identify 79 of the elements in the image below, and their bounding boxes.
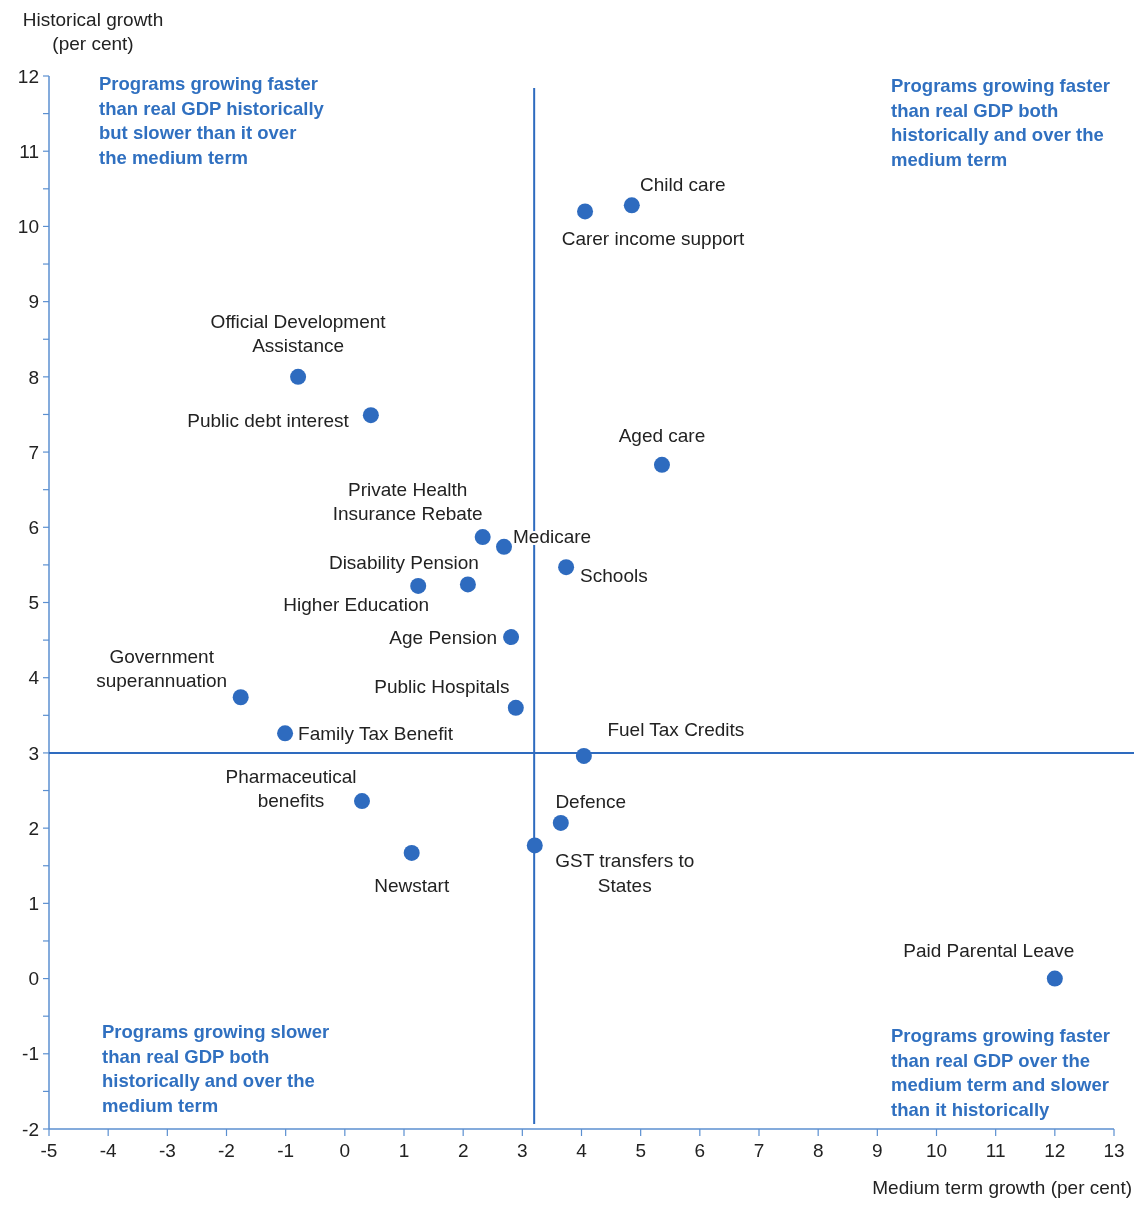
y-tick-label: 7	[28, 441, 39, 463]
point	[526, 837, 543, 854]
annotation: GST transfers to States	[555, 850, 695, 896]
annotation: Newstart	[374, 874, 450, 896]
annotation: Higher Education	[283, 593, 430, 615]
x-tick-label: 10	[925, 1140, 948, 1161]
y-tick-label: -2	[22, 1118, 39, 1140]
x-tick-label: 13	[1103, 1140, 1125, 1161]
y-tick-label: 9	[28, 291, 39, 313]
point	[410, 577, 427, 594]
point	[623, 197, 640, 214]
x-tick-label: 12	[1044, 1140, 1066, 1161]
point	[1046, 970, 1063, 987]
x-tick-label: 9	[872, 1140, 883, 1161]
point	[232, 689, 249, 706]
point	[459, 576, 476, 593]
annotation: Paid Parental Leave	[903, 940, 1075, 962]
x-axis-title: Medium term growth (per cent)	[872, 1177, 1132, 1198]
annotation: Fuel Tax Credits	[607, 718, 745, 740]
y-tick-label: 12	[17, 65, 39, 87]
annotation: Government superannuation	[96, 645, 228, 692]
y-tick-label: 2	[28, 817, 39, 839]
annotation: Child care	[640, 174, 726, 196]
y-tick-label: 1	[28, 893, 39, 915]
x-tick-label: 0	[339, 1140, 351, 1161]
point	[474, 529, 491, 546]
point	[403, 844, 420, 861]
x-tick-label: -4	[99, 1140, 118, 1161]
x-tick-label: -5	[40, 1140, 58, 1161]
point	[277, 725, 294, 742]
x-tick-label: 3	[517, 1140, 528, 1161]
x-tick-label: 1	[398, 1140, 410, 1161]
annotation: Programs growing faster than real GDP historically but slower than it over the medium term	[99, 73, 325, 168]
y-tick-label: 5	[28, 592, 39, 614]
y-tick-label: 10	[17, 216, 39, 238]
point	[552, 814, 569, 831]
annotation: Private Health Insurance Rebate	[332, 478, 483, 525]
x-tick-label: -2	[218, 1140, 235, 1161]
x-tick-label: 7	[753, 1140, 765, 1161]
point	[290, 368, 307, 385]
annotation: Family Tax Benefit	[298, 723, 454, 745]
annotation: Programs growing faster than real GDP over the medium term and slower than it historically	[891, 1025, 1110, 1120]
annotation: Public Hospitals	[374, 676, 510, 698]
point	[558, 559, 575, 576]
point	[575, 747, 592, 764]
annotation: Schools	[580, 564, 648, 586]
y-axis-title: Historical growth (per cent)	[22, 9, 164, 54]
x-tick-label: 11	[985, 1140, 1006, 1161]
y-tick-label: 6	[28, 516, 39, 538]
x-tick-label: 6	[694, 1140, 706, 1161]
y-tick-label: -1	[22, 1043, 39, 1065]
point	[653, 456, 670, 473]
annotation: Official Development Assistance	[210, 310, 387, 357]
point	[503, 629, 520, 646]
y-tick-label: 3	[28, 742, 39, 764]
y-tick-label: 0	[28, 968, 39, 990]
x-tick-label: -3	[158, 1140, 176, 1161]
x-tick-label: 8	[812, 1140, 824, 1161]
annotation: Programs growing slower than real GDP both historically and over the medium term	[102, 1021, 330, 1116]
point	[577, 203, 594, 220]
annotation: Aged care	[618, 424, 706, 446]
point	[507, 699, 524, 716]
y-tick-label: 11	[19, 140, 39, 162]
annotation: Disability Pension	[328, 552, 479, 574]
x-tick-label: 5	[635, 1140, 646, 1161]
annotation: Pharmaceutical benefits	[225, 765, 357, 812]
annotation: Public debt interest	[187, 409, 350, 431]
annotation: Carer income support	[561, 228, 746, 250]
annotation: Programs growing faster than real GDP both historically and over the medium term	[891, 75, 1110, 170]
y-tick-label: 8	[28, 366, 39, 388]
x-tick-label: 2	[457, 1140, 469, 1161]
annotation: Defence	[555, 790, 627, 812]
point	[362, 407, 379, 424]
x-tick-label: -1	[277, 1140, 295, 1161]
point	[495, 538, 512, 555]
x-tick-label: 4	[576, 1140, 588, 1161]
y-tick-label: 4	[28, 667, 40, 689]
annotation: Age Pension	[389, 626, 498, 648]
point	[353, 793, 370, 810]
